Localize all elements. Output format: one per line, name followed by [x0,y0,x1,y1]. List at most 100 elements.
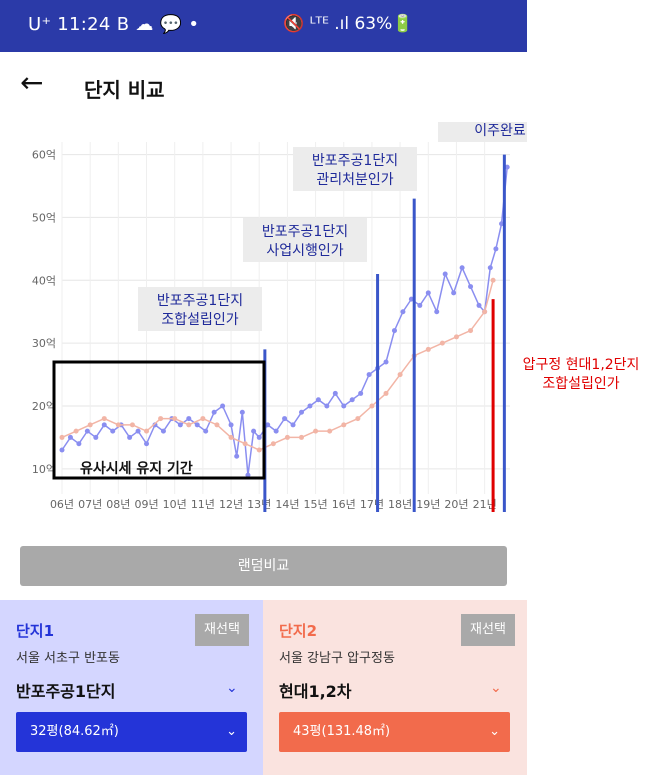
x-tick-label: 14년 [275,498,299,511]
right-margin [527,0,655,775]
y-tick-label: 40억 [32,274,56,287]
x-tick-label: 06년 [50,498,74,511]
complex1-panel: 단지1 재선택 서울 서초구 반포동 반포주공1단지 ⌄ 32평(84.62㎡)… [0,600,263,775]
complex1-location: 서울 서초구 반포동 [16,651,120,666]
data-point [270,441,276,447]
x-tick-label: 16년 [332,498,356,511]
series-line [61,167,508,476]
data-point [313,428,319,434]
data-point [425,290,431,296]
data-point [158,416,164,422]
data-point [160,428,166,434]
annotation-text: 반포주공1단지 [262,224,348,240]
series-line [61,280,494,451]
data-point [84,428,90,434]
data-point [397,372,403,378]
app-header: ← 단지 비교 [0,52,527,122]
complex1-label: 단지1 [16,622,55,640]
comparison-chart: 60억 50억 40억 30억 20억 10억 06년 07년 08년 09년 10년 11년 12년 1… [0,122,527,532]
data-point [341,403,347,409]
status-left: U⁺ 11:24 B ☁ 💬 • [28,14,200,35]
data-point [366,372,372,378]
annotation-box [438,122,527,142]
data-point [67,434,73,440]
annotation-text: 사업시행인가 [266,243,343,259]
chevron-down-icon: ⌄ [489,724,500,739]
data-point [284,434,290,440]
complex2-name[interactable]: 현대1,2차 [279,682,352,701]
similar-price-period-label: 유사시세 유지 기간 [80,460,193,477]
data-point [425,346,431,352]
annotation-box [243,218,367,262]
data-point [341,422,347,428]
chevron-down-icon[interactable]: ⌄ [490,680,502,696]
x-tick-label: 20년 [444,498,468,511]
data-point [245,472,251,478]
annotation-text: 이주완료 [474,123,526,139]
data-point [211,409,217,415]
annotation-box [138,287,262,331]
status-right: 🔇 ᴸᵀᴱ .ıl 63%🔋 [283,14,414,34]
data-point [101,416,107,422]
data-point [307,403,313,409]
annotation-apgujeong: 압구정 현대1,2단지 조합설립인가 [510,356,652,394]
data-point [383,390,389,396]
data-point [203,428,209,434]
data-point [256,434,262,440]
annotation-apgujeong-text: 압구정 현대1,2단지 조합설립인가 [522,357,640,392]
data-point [242,441,248,447]
random-compare-button[interactable]: 랜덤비교 [20,546,507,586]
complex2-location: 서울 강남구 압구정동 [279,651,395,666]
data-point [434,309,440,315]
data-point [355,416,361,422]
x-tick-label: 08년 [106,498,130,511]
data-point [110,428,116,434]
data-point [490,277,496,283]
data-point [417,302,423,308]
data-point [439,340,445,346]
y-tick-label: 60억 [32,149,56,162]
complex1-reselect-button[interactable]: 재선택 [195,614,249,646]
annotation-box [293,147,417,191]
data-point [144,441,150,447]
complex1-size-select[interactable]: 32평(84.62㎡) ⌄ [16,712,247,752]
data-point [499,221,505,227]
complex2-reselect-button[interactable]: 재선택 [461,614,515,646]
data-point [298,434,304,440]
data-point [214,422,220,428]
complex1-size-value: 32평(84.62㎡) [30,724,119,739]
data-point [442,271,448,277]
x-tick-label: 18년 [388,498,412,511]
data-point [391,328,397,334]
data-point [315,397,321,403]
chevron-down-icon: ⌄ [226,724,237,739]
data-point [115,422,121,428]
data-point [273,428,279,434]
data-point [298,409,304,415]
complex2-panel: 단지2 재선택 서울 강남구 압구정동 현대1,2차 ⌄ 43평(131.48㎡… [263,600,527,775]
complex2-size-value: 43평(131.48㎡) [293,724,391,739]
data-point [459,265,465,271]
chevron-down-icon[interactable]: ⌄ [226,680,238,696]
data-point [324,403,330,409]
annotation-text: 반포주공1단지 [312,153,398,169]
data-point [59,447,65,453]
complex2-size-select[interactable]: 43평(131.48㎡) ⌄ [279,712,510,752]
complex2-label: 단지2 [279,622,318,640]
data-point [358,390,364,396]
complex1-name[interactable]: 반포주공1단지 [16,682,116,701]
data-point [453,334,459,340]
data-point [186,422,192,428]
annotation-text: 관리처분인가 [316,172,393,188]
x-tick-label: 15년 [304,498,328,511]
back-arrow-icon[interactable]: ← [20,66,44,99]
data-point [383,359,389,365]
data-point [487,265,493,271]
data-point [194,422,200,428]
x-tick-label: 13년 [247,498,271,511]
data-point [73,428,79,434]
price-chart: 60억 50억 40억 30억 20억 10억 06년 07년 08년 09년 10년 11년 12년 1… [32,122,527,512]
data-point [451,290,457,296]
y-tick-label: 20억 [32,400,56,413]
data-point [493,246,499,252]
